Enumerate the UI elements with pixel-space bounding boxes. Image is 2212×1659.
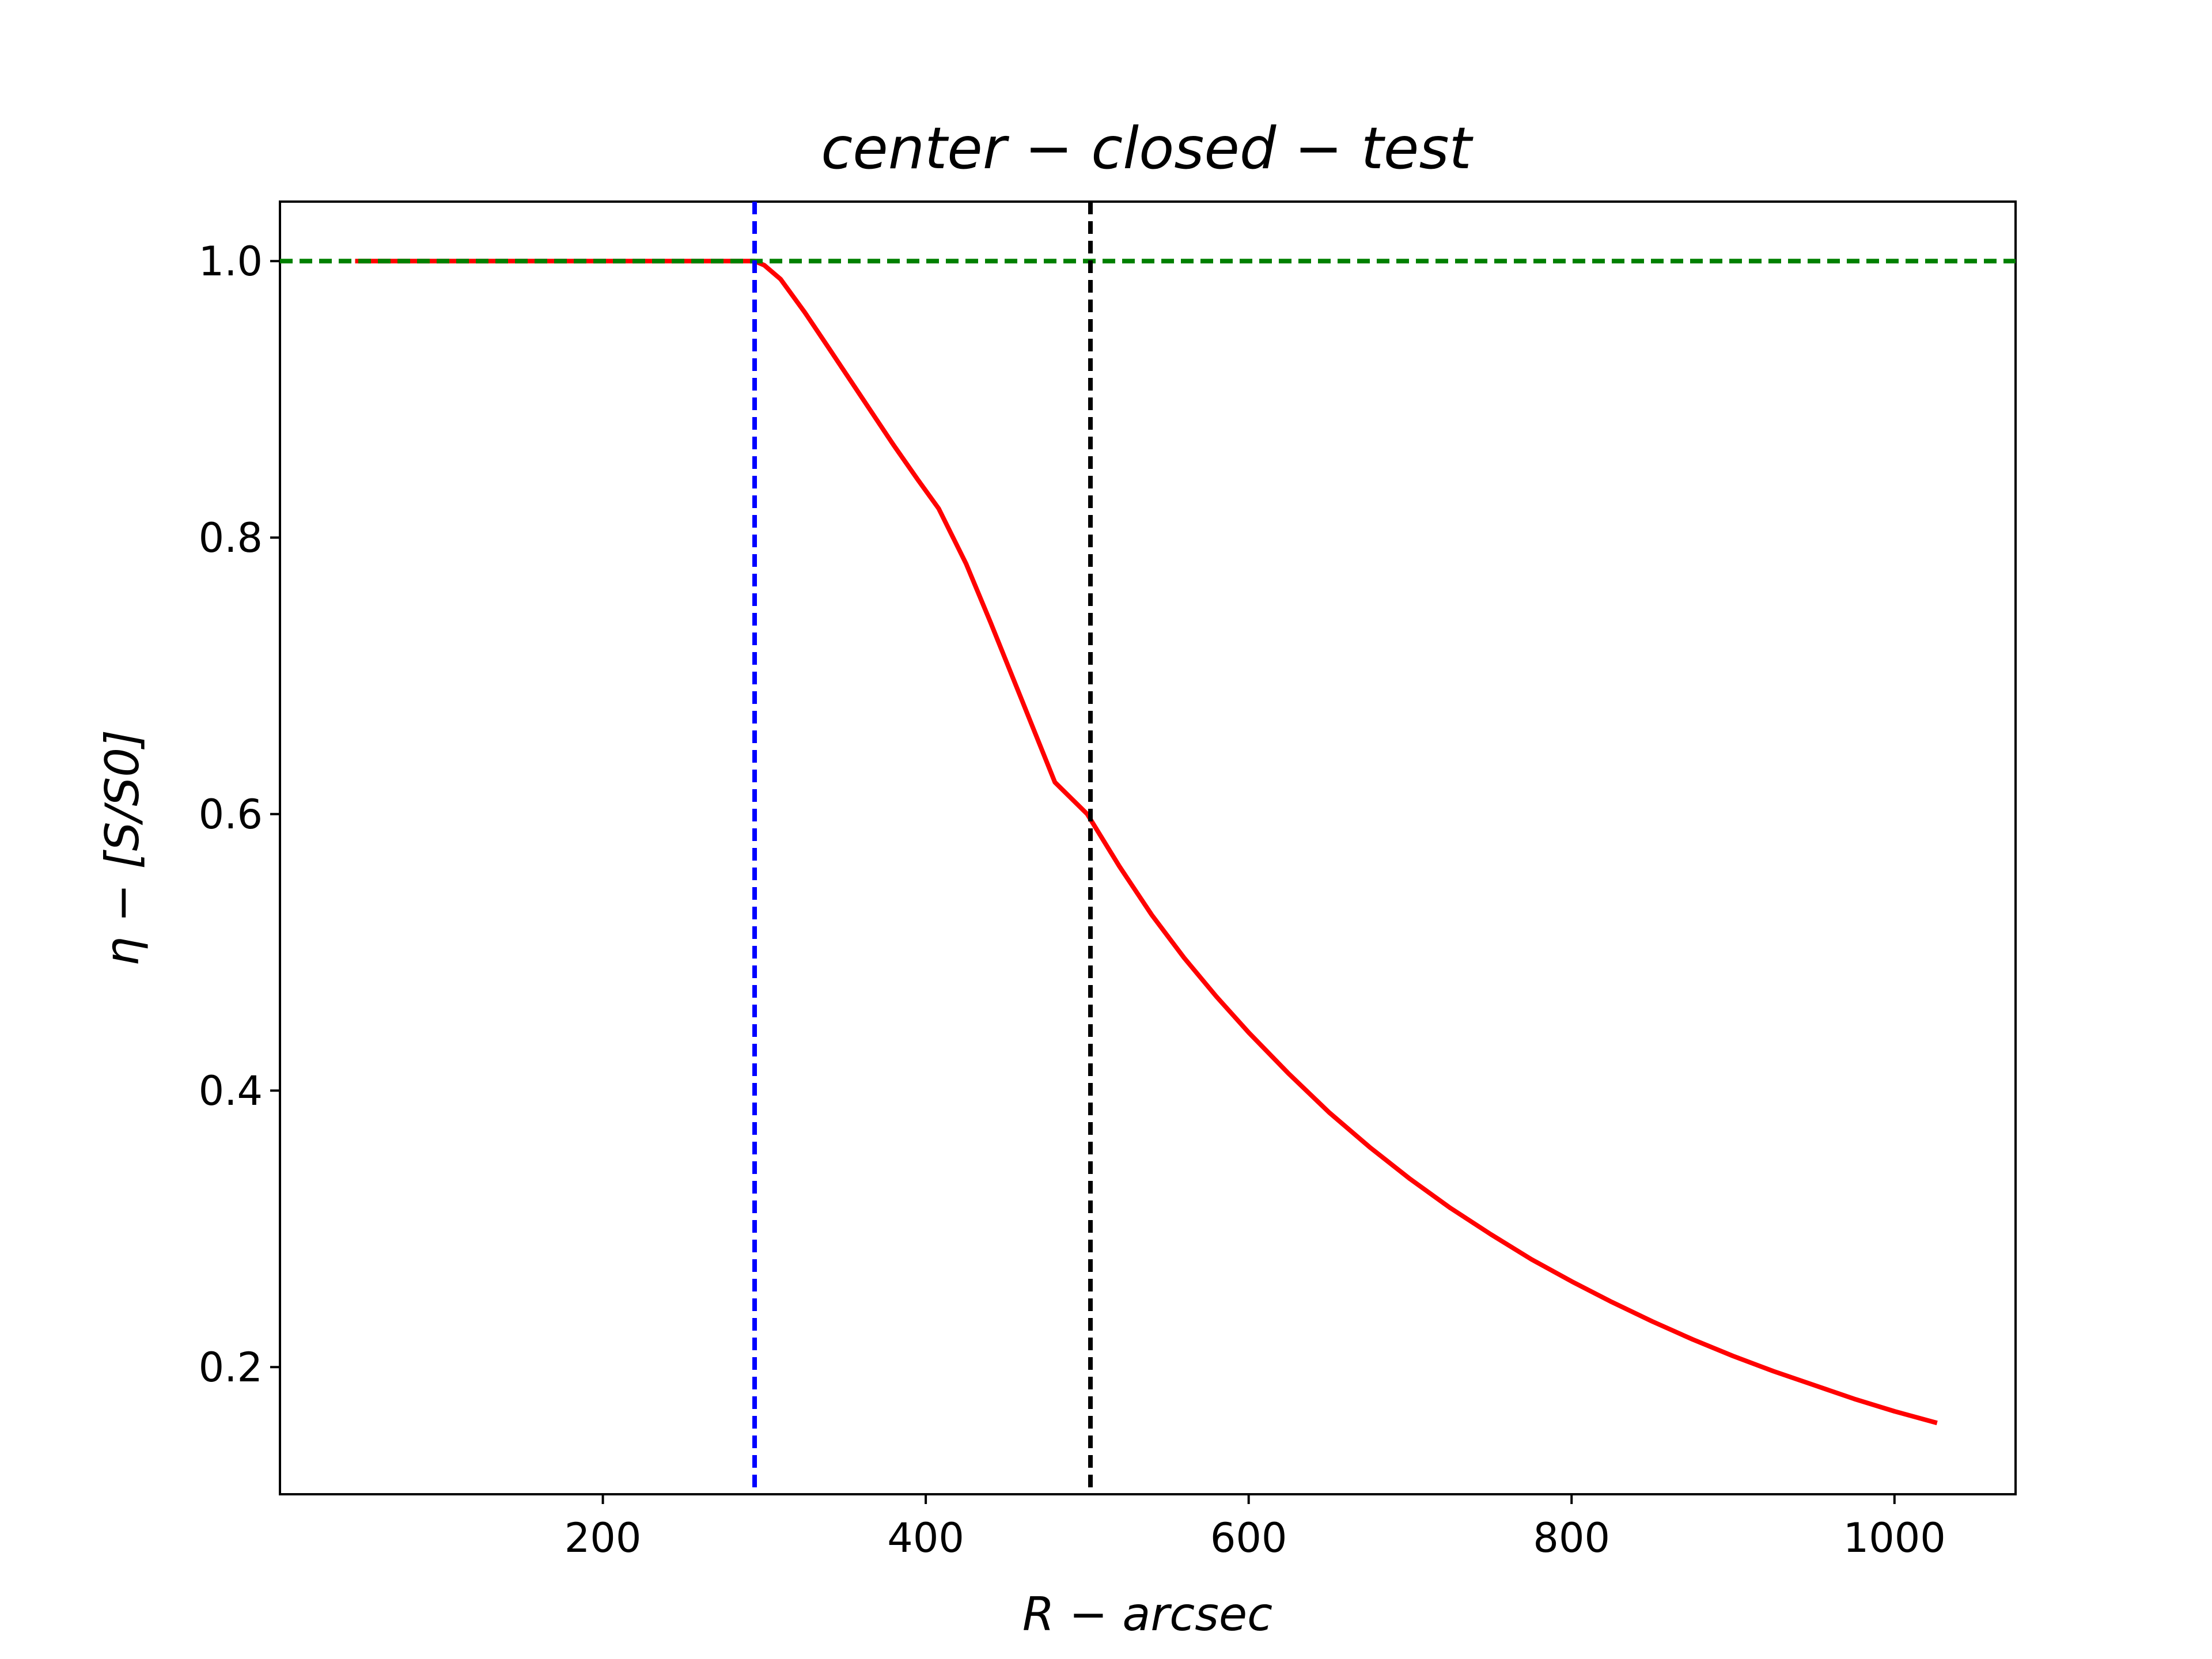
x-tick-label: 600 [1210, 1514, 1287, 1562]
plot-area: 200 400 600 800 1000 0.2 0.4 0.6 0.8 1.0 [199, 200, 2017, 1562]
chart-title: center − closed − test [821, 115, 1474, 182]
x-tick-label: 1000 [1843, 1514, 1946, 1562]
y-tick-label: 0.6 [199, 791, 263, 838]
x-tick-label: 200 [565, 1514, 642, 1562]
reference-lines [280, 202, 2016, 1494]
y-tick-label: 0.4 [199, 1067, 263, 1115]
y-tick-label: 1.0 [199, 238, 263, 285]
y-tick-label: 0.2 [199, 1344, 263, 1391]
x-axis-label: R − arcsec [1022, 1588, 1272, 1641]
y-axis-label: η − [S/S0] [96, 730, 149, 966]
x-tick-label: 800 [1533, 1514, 1610, 1562]
y-axis-ticks: 0.2 0.4 0.6 0.8 1.0 [199, 238, 280, 1391]
x-tick-label: 400 [887, 1514, 964, 1562]
plot-frame [279, 200, 2017, 1495]
series-line-0 [355, 259, 1938, 1426]
series-layer [355, 259, 1938, 1426]
x-axis-ticks: 200 400 600 800 1000 [565, 1494, 1946, 1562]
y-tick-label: 0.8 [199, 514, 263, 562]
